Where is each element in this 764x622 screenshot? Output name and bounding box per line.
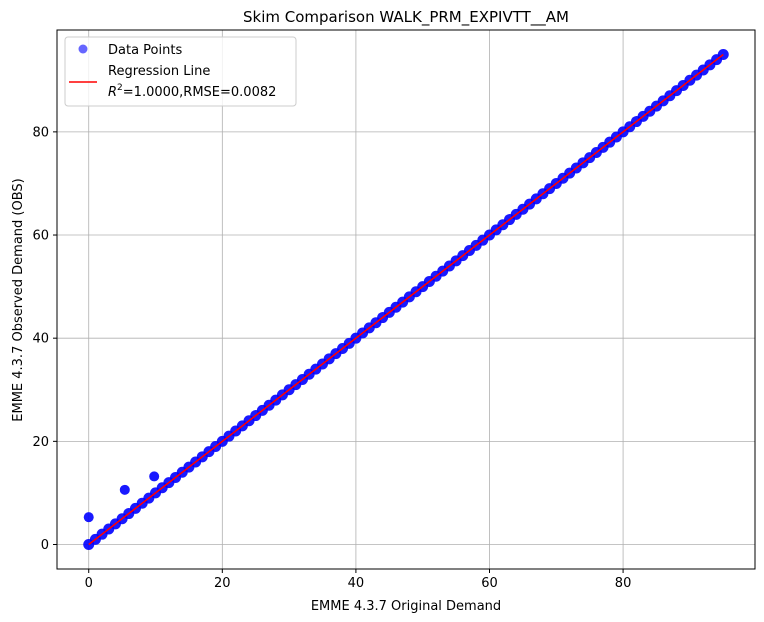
data-point-outlier (83, 512, 94, 523)
x-tick-label: 40 (348, 576, 365, 591)
x-ticks: 0 20 40 60 80 (85, 569, 632, 591)
y-tick-label: 0 (41, 538, 49, 553)
y-tick-label: 40 (32, 332, 49, 347)
legend-label-data-points: Data Points (108, 43, 182, 58)
y-ticks: 0 20 40 60 80 (32, 125, 57, 553)
x-tick-label: 80 (615, 576, 632, 591)
data-point-outlier (149, 471, 160, 482)
x-tick-label: 20 (214, 576, 231, 591)
grid (57, 30, 755, 569)
r2-symbol: R (108, 85, 117, 100)
legend-marker-data-points (78, 44, 88, 54)
y-tick-label: 20 (32, 435, 49, 450)
x-tick-label: 0 (85, 576, 93, 591)
stats-text: =1.0000,RMSE=0.0082 (123, 85, 277, 100)
y-axis-label: EMME 4.3.7 Observed Demand (OBS) (11, 178, 26, 421)
y-tick-label: 60 (32, 229, 49, 244)
x-tick-label: 60 (481, 576, 498, 591)
y-tick-label: 80 (32, 125, 49, 140)
legend-box (64, 36, 297, 107)
legend-label-stats: R2=1.0000,RMSE=0.0082 (108, 83, 276, 100)
data-point-outlier (119, 484, 130, 495)
plot-frame (56, 29, 756, 570)
chart-title: Skim Comparison WALK_PRM_EXPIVTT__AM (243, 8, 569, 27)
regression-line (88, 53, 724, 546)
legend: Data Points Regression Line R2=1.0000,RM… (64, 36, 297, 107)
x-axis-label: EMME 4.3.7 Original Demand (311, 599, 501, 614)
r2-superscript: 2 (117, 83, 123, 93)
regression-line-group (88, 53, 724, 546)
legend-label-regression-line: Regression Line (108, 64, 210, 79)
